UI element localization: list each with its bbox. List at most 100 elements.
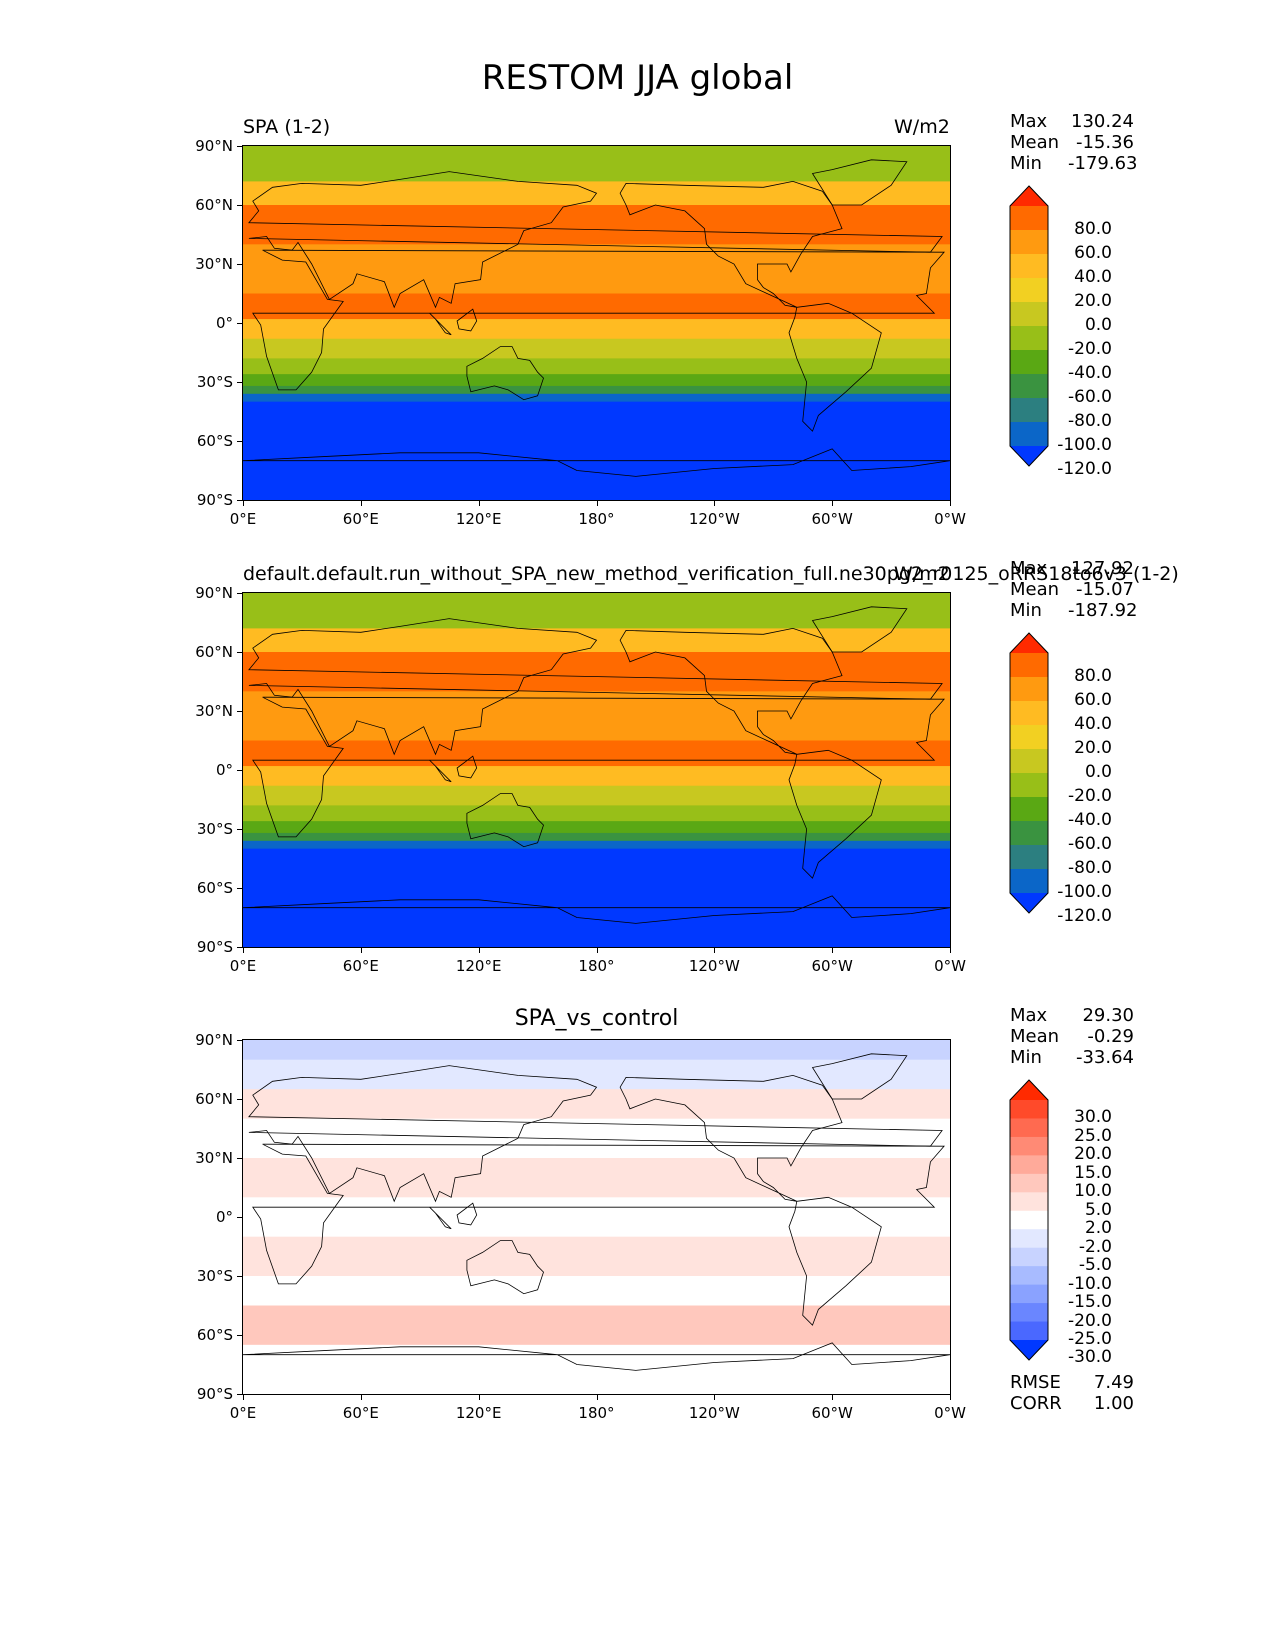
lon-tick-mark: [360, 947, 362, 953]
colorbar-segment: [1010, 1229, 1048, 1249]
field-band: [243, 691, 950, 741]
lat-tick-mark: [237, 1276, 243, 1277]
lat-tick-label: 0°: [215, 314, 233, 332]
lat-tick-label: 60°S: [196, 879, 233, 897]
lon-tick-mark: [596, 500, 598, 506]
colorbar-outline: [1009, 185, 1049, 467]
coastline: [619, 627, 843, 755]
lat-tick-mark: [237, 1217, 243, 1218]
lat-tick-label: 90°N: [195, 584, 233, 602]
lat-tick-mark: [237, 441, 243, 442]
colorbar-tick-label: 15.0: [1074, 1162, 1112, 1183]
stat-mean: Mean -15.36: [1010, 132, 1134, 154]
colorbar-segment: [1010, 206, 1048, 231]
colorbar-tick-label: -2.0: [1078, 1236, 1112, 1257]
field-band: [243, 848, 950, 947]
field-band: [243, 785, 950, 806]
stat-min: Min -187.92: [1010, 600, 1137, 622]
panel-left-title: default.default.run_without_SPA_new_meth…: [243, 563, 1179, 585]
colorbar-outline: [1009, 1079, 1049, 1361]
lat-tick-label: 0°: [215, 1208, 233, 1226]
field-band: [243, 1089, 950, 1120]
colorbar-segment: [1010, 869, 1048, 894]
coastline: [456, 755, 478, 779]
coastline: [788, 302, 882, 432]
colorbar-tick-label: 60.0: [1074, 243, 1112, 263]
colorbar-tick-label: -100.0: [1057, 435, 1112, 455]
coastline: [429, 312, 452, 336]
lon-tick-label: 0°W: [934, 510, 966, 528]
lat-tick-label: 60°N: [195, 643, 233, 661]
stat-value: -15.07: [1075, 579, 1134, 600]
lon-tick-label: 120°W: [688, 957, 740, 975]
lat-tick-mark: [237, 1040, 243, 1041]
colorbar-tick-label: -25.0: [1068, 1329, 1112, 1349]
colorbar-tick-label: -15.0: [1068, 1292, 1112, 1313]
lon-tick-label: 60°E: [342, 1404, 379, 1422]
lon-tick-label: 0°E: [229, 1404, 257, 1422]
lat-tick-label: 90°S: [196, 1385, 233, 1403]
lon-tick-label: 120°W: [688, 510, 740, 528]
colorbar-tick-label: -10.0: [1068, 1273, 1112, 1294]
lon-tick-mark: [478, 500, 480, 506]
colorbar-segment: [1010, 374, 1048, 399]
lon-tick-label: 120°W: [688, 1404, 740, 1422]
stat-max: Max 29.30: [1010, 1005, 1134, 1027]
colorbar-tick-label: -20.0: [1068, 1310, 1112, 1331]
lon-tick-mark: [950, 1394, 951, 1400]
colorbar-segment: [1010, 677, 1048, 702]
field-band: [243, 385, 950, 395]
colorbar-tick-label: -60.0: [1068, 834, 1112, 854]
corr-label: CORR: [1010, 1393, 1062, 1414]
coastline: [248, 171, 943, 309]
colorbar-segment: [1010, 1321, 1048, 1341]
coastline: [466, 1240, 544, 1295]
lon-tick-label: 60°E: [342, 957, 379, 975]
lon-tick-label: 120°E: [455, 510, 502, 528]
lon-tick-label: 60°W: [811, 957, 853, 975]
lon-tick-mark: [714, 500, 716, 506]
lon-tick-label: 0°W: [934, 957, 966, 975]
lon-tick-mark: [950, 947, 951, 953]
lat-tick-mark: [237, 829, 243, 830]
stat-min: Min -33.64: [1010, 1047, 1134, 1069]
colorbar-segment: [1010, 1100, 1048, 1119]
field-band: [243, 244, 950, 294]
field-band: [243, 393, 950, 403]
lat-tick-label: 60°N: [195, 1090, 233, 1108]
colorbar-segment: [1010, 1136, 1048, 1156]
colorbar-extend-max: [1010, 633, 1048, 653]
colorbar-tick-label: -20.0: [1068, 339, 1112, 359]
stat-label: Max: [1010, 558, 1048, 579]
lon-tick-mark: [596, 947, 598, 953]
colorbar-segment: [1010, 350, 1048, 375]
coastline: [243, 895, 950, 924]
lon-tick-label: 60°E: [342, 510, 379, 528]
stat-value: 130.24: [1071, 111, 1134, 132]
stat-max: Max 127.92: [1010, 558, 1134, 580]
colorbar-segment: [1010, 278, 1048, 303]
figure-title: RESTOM JJA global: [481, 58, 794, 98]
lat-tick-mark: [237, 1099, 243, 1100]
colorbar-tick-label: 20.0: [1074, 1144, 1112, 1165]
colorbar-tick-label: 0.0: [1084, 762, 1112, 782]
field-band: [243, 1276, 950, 1306]
corr-value: 1.00: [1093, 1393, 1134, 1414]
colorbar: [1009, 1079, 1049, 1361]
coastline: [466, 793, 544, 848]
panel-left-title: SPA (1-2): [243, 116, 331, 138]
stat-label: Min: [1010, 600, 1042, 621]
lon-tick-label: 120°E: [455, 1404, 502, 1422]
colorbar-tick-label: 0.0: [1084, 315, 1112, 335]
lon-tick-mark: [714, 947, 716, 953]
colorbar-segment: [1010, 1247, 1048, 1267]
map-plot-area: [242, 1039, 951, 1395]
stat-label: Max: [1010, 1005, 1048, 1026]
colorbar-tick-label: -20.0: [1068, 786, 1112, 806]
lon-tick-mark: [243, 500, 244, 506]
stat-min: Min -179.63: [1010, 153, 1137, 175]
stat-label: Max: [1010, 111, 1048, 132]
lat-tick-label: 90°N: [195, 137, 233, 155]
colorbar-segment: [1010, 701, 1048, 726]
lon-tick-mark: [360, 500, 362, 506]
